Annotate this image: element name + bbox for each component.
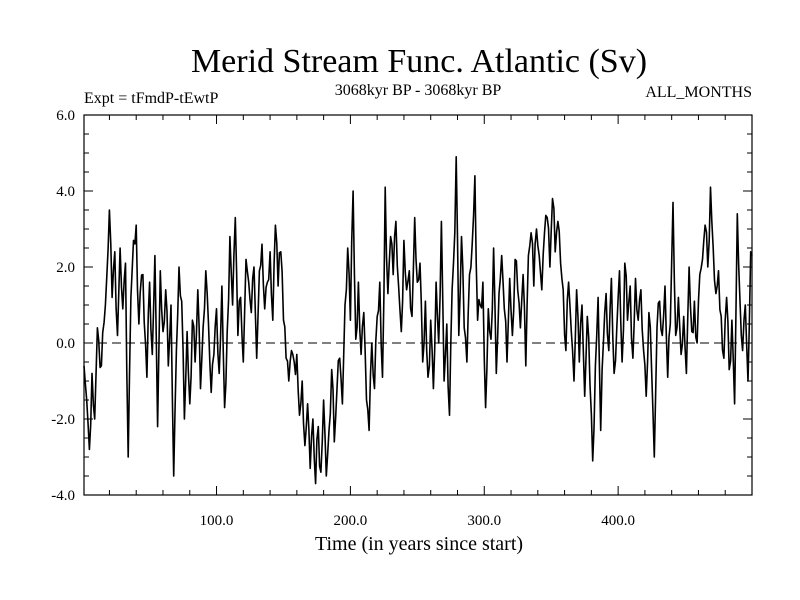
series-line — [83, 156, 753, 485]
months-label: ALL_MONTHS — [645, 84, 752, 101]
series-layer — [83, 156, 753, 485]
y-tick-label: -4.0 — [51, 488, 75, 504]
ticks-layer — [84, 114, 752, 496]
x-axis-label: Time (in years since start) — [315, 533, 523, 555]
y-tick-label: 6.0 — [56, 108, 75, 124]
y-tick-label: 0.0 — [56, 336, 75, 352]
y-tick-label: 2.0 — [56, 260, 75, 276]
time-range-label: 3068kyr BP - 3068kyr BP — [335, 82, 502, 99]
y-tick-labels: -4.0 -2.0 0.0 2.0 4.0 6.0 — [51, 108, 75, 504]
x-tick-label: 300.0 — [467, 513, 501, 529]
x-tick-label: 400.0 — [601, 513, 635, 529]
x-tick-labels: 100.0 200.0 300.0 400.0 — [200, 513, 635, 529]
y-tick-label: -2.0 — [51, 412, 75, 428]
x-tick-label: 100.0 — [200, 513, 234, 529]
x-tick-label: 200.0 — [334, 513, 368, 529]
plot-frame — [83, 114, 753, 496]
experiment-label: Expt = tFmdP-tEwtP — [84, 90, 218, 107]
y-tick-label: 4.0 — [56, 184, 75, 200]
chart-title: Merid Stream Func. Atlantic (Sv) — [191, 43, 647, 80]
